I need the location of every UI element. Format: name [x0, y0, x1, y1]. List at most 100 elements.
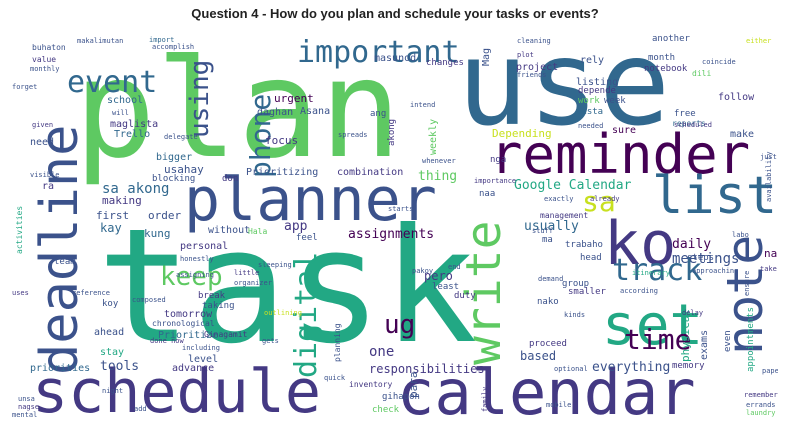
word-order: order [148, 209, 182, 222]
word-pakoy: pakoy [412, 267, 434, 275]
word-usually: usually [524, 219, 579, 234]
word-kinds: kinds [564, 311, 586, 319]
word-usahay: usahay [164, 163, 204, 176]
word-ensure: ensure [743, 270, 751, 296]
word-night: night [102, 387, 124, 395]
word-blocking: blocking [152, 174, 196, 184]
word-gets: gets [262, 337, 279, 345]
word-na: na [764, 247, 778, 260]
word-ginagamit: Ginagamit [204, 330, 248, 339]
word-whenever: whenever [422, 157, 456, 165]
word-asana: Asana [300, 106, 331, 117]
word-dili: dili [692, 69, 712, 78]
word-team: team [54, 257, 76, 267]
word-masunod: masunod [374, 53, 417, 64]
word-stay: stay [100, 347, 125, 358]
word-optional: optional [554, 365, 588, 373]
word-coincide: coincide [702, 58, 736, 66]
word-mobile: mobile [546, 401, 572, 409]
word-either: either [746, 37, 772, 45]
word-daily: daily [672, 237, 712, 252]
word-reference: reference [72, 289, 110, 297]
word-memory: memory [672, 361, 705, 371]
word-honestly: honestly [180, 255, 214, 263]
word-intend: intend [410, 101, 436, 109]
word-smaller: smaller [568, 287, 606, 297]
word-according: according [620, 287, 658, 295]
word-bigger: bigger [156, 152, 193, 163]
word-maglista: maglista [110, 119, 159, 130]
word-thing: thing [418, 169, 458, 184]
word-group: group [562, 279, 590, 289]
word-follow: follow [718, 92, 755, 103]
word-mental: mental [12, 411, 38, 419]
word-personal: personal [180, 241, 229, 252]
word-inventory: inventory [349, 380, 393, 389]
word-urgent: urgent [274, 92, 314, 105]
word-family: family [481, 386, 489, 412]
word-using: using [185, 59, 215, 138]
word-monthly: monthly [30, 65, 60, 73]
word-naa: naa [479, 189, 496, 199]
word-another: another [652, 34, 690, 44]
word-week: week [604, 96, 626, 106]
word-don: don [222, 174, 239, 184]
word-itinerary: itinerary [632, 269, 670, 277]
word-nagse: nagse [18, 403, 40, 411]
word-take: take [760, 265, 777, 273]
word-first: first [96, 209, 130, 222]
word-already: already [590, 195, 620, 203]
word-sa-akong: sa akong [102, 181, 170, 197]
word-hala: Hala [248, 227, 268, 236]
word-will: will [112, 109, 129, 117]
word-sleeping: sleeping [258, 261, 292, 269]
word-paper: paper [762, 367, 778, 375]
word-visible: visible [30, 171, 60, 179]
word-listing: listing [576, 77, 619, 88]
word-remember: remember [744, 391, 778, 399]
word-buhaton: buhaton [32, 43, 66, 52]
word-prioritizing: Prioritizing [246, 167, 319, 178]
word-end: end [448, 263, 461, 271]
word-steps: steps [687, 253, 715, 263]
word-everything: everything [592, 360, 671, 375]
word-quick: quick [324, 374, 346, 382]
word-exactly: exactly [544, 195, 574, 203]
word-google-calendar: Google Calendar [514, 178, 632, 193]
word-organizer: organizer [234, 279, 272, 287]
word-track: track [612, 253, 703, 288]
word-make: make [730, 129, 755, 140]
word-mag: Mag [481, 47, 492, 66]
word-trello: Trello [114, 129, 151, 140]
word-sure: sure [612, 125, 637, 136]
word-assigning: assigning [176, 271, 214, 279]
word-friends: friends [517, 71, 547, 79]
word-spreads: spreads [338, 131, 368, 139]
word-starts: starts [388, 205, 414, 213]
word-work: work [578, 96, 600, 106]
word-management: management [540, 211, 589, 220]
word-demand: demand [538, 275, 564, 283]
word-planning: planning [333, 323, 342, 362]
word-import: import [149, 36, 175, 44]
word-month: month [648, 53, 676, 63]
word-errands: errands [746, 401, 776, 409]
word-appointments: appointments [746, 306, 756, 372]
word-meetings: meetings [672, 251, 740, 267]
word-kung: kung [144, 227, 171, 240]
word-trabaho: trabaho [565, 240, 603, 250]
word-prioritize: Prioritize [158, 330, 219, 341]
word-plan: plan [74, 31, 402, 189]
word-exams: exams [699, 329, 710, 360]
word-feel: feel [296, 233, 318, 243]
word-delegate: delegate [164, 133, 198, 141]
word-school: school [107, 95, 144, 106]
word-laundry: laundry [746, 409, 776, 417]
word-nako: nako [537, 297, 559, 307]
word-project: project [516, 62, 559, 73]
word-tomorrow: tomorrow [164, 309, 213, 320]
word-making: making [102, 194, 142, 207]
word-assignments: assignments [348, 227, 435, 242]
word-planner: planner [184, 165, 437, 235]
word-free: free [674, 109, 696, 119]
